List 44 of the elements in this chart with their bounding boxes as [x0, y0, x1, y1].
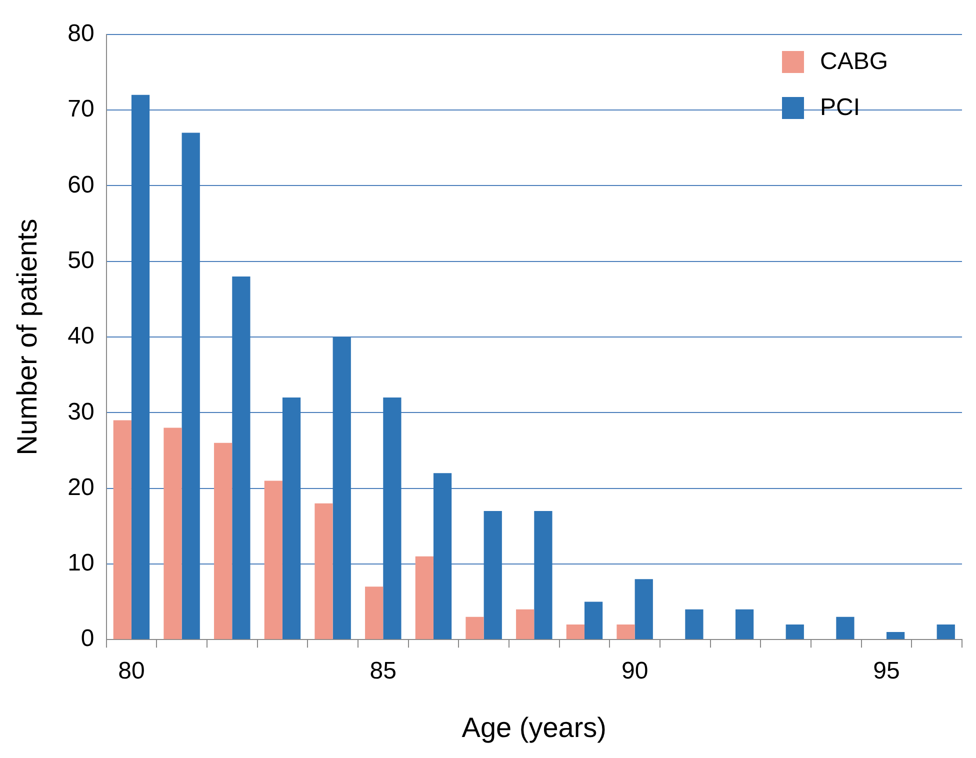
bar	[466, 616, 484, 640]
bar	[383, 398, 402, 640]
y-tick-label: 80	[68, 20, 94, 48]
x-axis-title: Age (years)	[462, 712, 607, 743]
bar	[264, 480, 282, 640]
bar	[936, 624, 955, 640]
bar	[232, 276, 250, 640]
bar	[182, 132, 200, 640]
bar	[131, 94, 150, 640]
y-tick-label: 30	[68, 398, 94, 426]
y-tick-label: 70	[68, 96, 94, 123]
x-tick-label: 80	[118, 658, 145, 685]
bar	[566, 624, 584, 640]
y-tick-label: 0	[80, 625, 94, 652]
bar	[214, 442, 232, 640]
y-tick-label: 60	[68, 171, 94, 198]
bar	[616, 624, 635, 640]
y-axis-title: Number of patients	[12, 218, 43, 456]
bar	[886, 632, 905, 640]
bar	[786, 624, 804, 640]
bar	[415, 556, 434, 640]
y-tick-label: 20	[68, 474, 94, 501]
bar	[113, 420, 132, 640]
y-tick-label: 40	[68, 322, 94, 350]
bar	[516, 609, 534, 640]
bar	[484, 510, 502, 640]
bar	[164, 428, 182, 640]
y-tick-label: 50	[68, 246, 94, 274]
bar	[634, 579, 653, 640]
bar	[584, 602, 603, 640]
bar	[685, 609, 704, 640]
bar	[282, 398, 301, 640]
y-tick-label: 10	[68, 550, 94, 577]
bar	[433, 473, 452, 640]
bar	[836, 616, 854, 640]
x-tick-label: 95	[873, 658, 900, 685]
bar	[534, 510, 552, 640]
bar	[314, 503, 333, 640]
legend-label: CABG	[820, 48, 888, 76]
bar	[332, 337, 351, 640]
x-tick-label: 85	[370, 658, 396, 685]
bar	[365, 586, 384, 640]
x-tick-label: 90	[621, 658, 648, 685]
bar	[735, 609, 754, 640]
